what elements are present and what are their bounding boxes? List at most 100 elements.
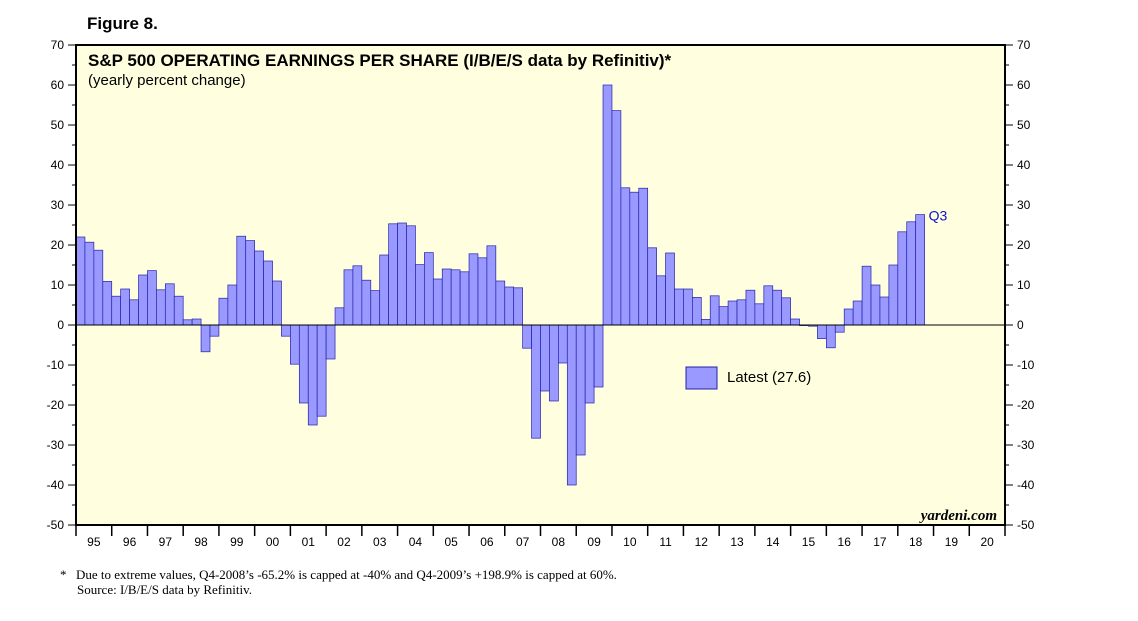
x-tick-label: 05 — [444, 535, 458, 549]
bar-46 — [486, 245, 497, 326]
bar-38 — [415, 264, 425, 326]
x-axis: 95 96 97 98 99 00 01 02 03 04 05 06 07 08 09 10 11 12 13 14… — [75, 525, 1006, 549]
bar-90 — [879, 296, 890, 326]
bar-80 — [790, 318, 800, 326]
bar-32 — [361, 279, 372, 326]
latest-quarter-label: Q3 — [929, 208, 948, 224]
bar-1 — [84, 241, 95, 326]
bar-69 — [692, 297, 702, 326]
bar-7 — [138, 274, 148, 326]
bar-25 — [298, 324, 309, 404]
bar-56 — [575, 324, 586, 456]
x-tick-label: 04 — [409, 535, 423, 549]
bar-85 — [834, 324, 845, 333]
x-tick-label: 02 — [337, 535, 351, 549]
y-tick-label-left: 40 — [51, 158, 65, 172]
bar-60 — [611, 110, 622, 326]
y-tick-label-right: -10 — [1017, 358, 1035, 372]
y-tick-label-right: -40 — [1017, 478, 1035, 492]
bar-5 — [120, 288, 130, 326]
x-tick-label: 99 — [230, 535, 244, 549]
figure-label: Figure 8. — [87, 14, 158, 33]
bar-17 — [227, 284, 238, 326]
credit-label: yardeni.com — [919, 508, 997, 524]
bar-93 — [906, 221, 917, 326]
bar-27 — [316, 324, 327, 417]
bar-3 — [102, 281, 113, 326]
bar-45 — [477, 257, 488, 326]
bar-77 — [763, 285, 774, 326]
y-tick-label-left: -20 — [47, 398, 65, 412]
bar-34 — [379, 254, 389, 326]
bar-91 — [888, 264, 899, 326]
bar-75 — [745, 289, 756, 326]
bar-76 — [754, 303, 765, 326]
bar-2 — [93, 249, 104, 326]
bar-58 — [593, 324, 604, 388]
x-tick-label: 10 — [623, 535, 637, 549]
y-tick-label-left: 30 — [51, 198, 65, 212]
bar-21 — [263, 260, 273, 326]
y-tick-label-left: -50 — [47, 518, 65, 532]
y-tick-label-right: 0 — [1017, 318, 1024, 332]
bar-48 — [504, 286, 515, 326]
y-tick-label-right: -30 — [1017, 438, 1035, 452]
bar-36 — [397, 222, 407, 326]
y-axes: 70 70 60 60 50 50 40 40 30 30 20 20 10 10 0 0 -10 -10 -20 -… — [47, 38, 1035, 532]
x-tick-label: 18 — [909, 535, 923, 549]
y-tick-label-left: -40 — [47, 478, 65, 492]
bar-86 — [843, 308, 854, 326]
x-tick-label: 20 — [980, 535, 994, 549]
bar-42 — [450, 269, 461, 326]
bar-28 — [325, 324, 336, 360]
bar-14 — [200, 324, 211, 353]
y-tick-label-left: -30 — [47, 438, 65, 452]
bar-64 — [647, 247, 657, 326]
bar-54 — [558, 324, 568, 364]
y-tick-label-left: 20 — [51, 238, 65, 252]
bar-10 — [164, 283, 175, 326]
bar-13 — [191, 318, 202, 326]
bar-41 — [441, 268, 452, 326]
bar-18 — [236, 235, 247, 326]
bar-43 — [459, 271, 470, 326]
bar-35 — [388, 223, 398, 326]
bar-79 — [781, 297, 791, 326]
y-tick-label-right: 20 — [1017, 238, 1031, 252]
y-tick-label-right: 30 — [1017, 198, 1031, 212]
footnote-line-2: Source: I/B/E/S data by Refinitiv. — [77, 582, 252, 597]
bar-52 — [540, 324, 550, 392]
bar-63 — [638, 187, 649, 326]
bar-26 — [307, 324, 318, 426]
y-tick-label-left: 50 — [51, 118, 65, 132]
chart-subtitle: (yearly percent change) — [88, 72, 246, 89]
chart-title: S&P 500 OPERATING EARNINGS PER SHARE (I/… — [88, 51, 672, 70]
x-tick-label: 95 — [87, 535, 101, 549]
footnote-line-1: Due to extreme values, Q4-2008’s -65.2% … — [76, 567, 617, 582]
bar-65 — [656, 275, 666, 326]
y-tick-label-right: -20 — [1017, 398, 1035, 412]
bar-74 — [736, 299, 747, 326]
bar-78 — [772, 289, 783, 326]
x-tick-label: 00 — [266, 535, 280, 549]
bar-9 — [156, 289, 166, 326]
x-tick-label: 17 — [873, 535, 887, 549]
x-tick-label: 16 — [838, 535, 852, 549]
bar-57 — [584, 324, 595, 404]
bar-37 — [406, 225, 416, 326]
bar-33 — [370, 290, 381, 326]
y-tick-label-left: 10 — [51, 278, 65, 292]
bar-67 — [674, 288, 684, 326]
bar-94 — [915, 214, 925, 326]
y-tick-label-left: 70 — [51, 38, 65, 52]
bar-16 — [218, 297, 229, 326]
bar-89 — [870, 284, 881, 326]
bar-72 — [718, 306, 729, 326]
bar-8 — [147, 270, 157, 326]
bar-87 — [852, 300, 863, 326]
bar-66 — [665, 252, 675, 326]
bar-71 — [709, 295, 720, 326]
bar-15 — [209, 324, 220, 337]
bar-84 — [825, 324, 836, 349]
x-tick-label: 19 — [945, 535, 959, 549]
